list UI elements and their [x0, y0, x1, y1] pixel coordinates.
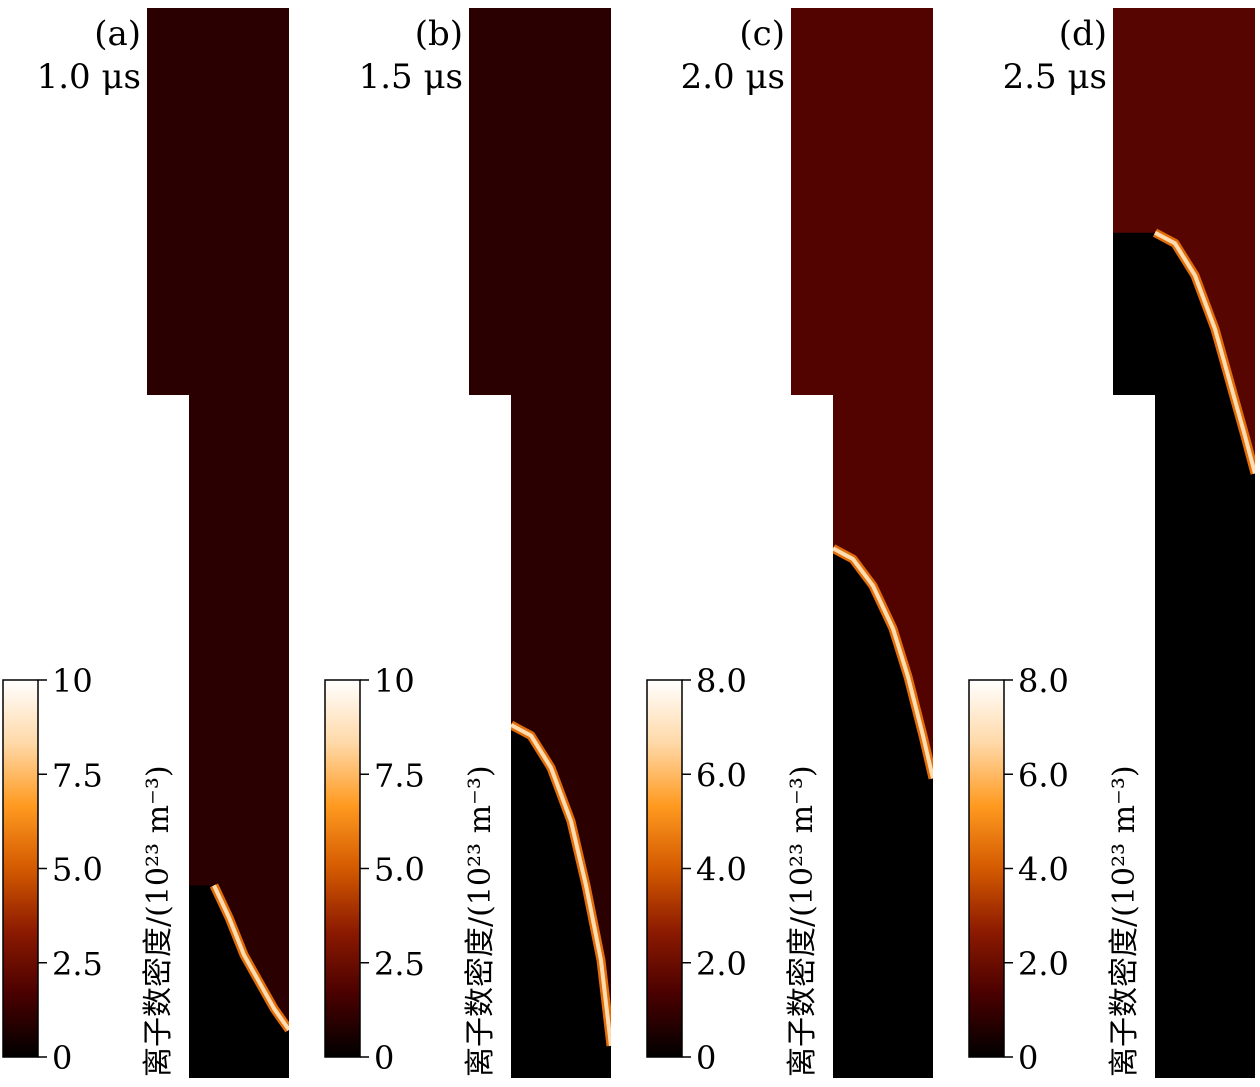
colorbar-tick-label: 6.0 — [1018, 756, 1069, 794]
panel-2: 0 2.0 4.0 6.0 8.0 离子数密度/(10²³ m⁻³) (c)2.0 μs — [646, 8, 933, 1078]
colorbar-tick-label: 5.0 — [374, 851, 425, 889]
time-label: 1.0 μs — [37, 57, 141, 97]
colorbar-tick-label: 10 — [52, 662, 93, 700]
colorbar-tick-label: 10 — [374, 662, 415, 700]
panel-3: 0 2.0 4.0 6.0 8.0 离子数密度/(10²³ m⁻³) (d)2.5 μs — [968, 8, 1255, 1078]
colorbar-tick-label: 7.5 — [52, 756, 103, 794]
panel-label: (d) — [1059, 14, 1107, 54]
colorbar-tick-label: 6.0 — [696, 756, 747, 794]
colorbar-tick-label: 0 — [696, 1039, 716, 1077]
colorbar — [968, 679, 1005, 1058]
colorbar-tick-label: 2.5 — [52, 945, 103, 983]
front-line — [832, 546, 933, 779]
depleted-region — [154, 885, 289, 1078]
time-label: 1.5 μs — [359, 57, 463, 97]
panel-label: (c) — [739, 14, 785, 54]
time-label: 2.5 μs — [1003, 57, 1107, 97]
colorbar — [646, 679, 683, 1058]
panel-1: 0 2.5 5.0 7.5 10 离子数密度/(10²³ m⁻³) (b)1.5 μs — [324, 8, 611, 1078]
colorbar-tick-label: 4.0 — [696, 851, 747, 889]
front-line — [510, 723, 611, 1047]
colorbar-tick-label: 0 — [1018, 1039, 1038, 1077]
colorbar-label: 离子数密度/(10²³ m⁻³) — [1107, 765, 1142, 1077]
colorbar-label: 离子数密度/(10²³ m⁻³) — [141, 765, 176, 1077]
colorbar-tick-label: 2.0 — [1018, 945, 1069, 983]
colorbar — [2, 679, 39, 1058]
front-line — [1154, 230, 1255, 474]
colorbar-tick-label: 0 — [52, 1039, 72, 1077]
colorbar-tick-label: 2.5 — [374, 945, 425, 983]
colorbar-tick-label: 5.0 — [52, 851, 103, 889]
front-line — [212, 884, 289, 1031]
plasma-front — [154, 883, 289, 1078]
colorbar-tick-label: 0 — [374, 1039, 394, 1077]
colorbar-tick-label: 8.0 — [696, 662, 747, 700]
colorbar-tick-label: 8.0 — [1018, 662, 1069, 700]
heatmap-background — [147, 8, 289, 1078]
colorbar-tick-label: 4.0 — [1018, 851, 1069, 889]
panel-0: 0 2.5 5.0 7.5 10 离子数密度/(10²³ m⁻³) (a)1.0 μs — [2, 8, 289, 1078]
colorbar-tick-label: 2.0 — [696, 945, 747, 983]
colorbar-label: 离子数密度/(10²³ m⁻³) — [785, 765, 820, 1077]
colorbar-tick-label: 7.5 — [374, 756, 425, 794]
heatmap-background — [469, 8, 611, 1078]
panel-label: (a) — [94, 14, 141, 54]
panel-label: (b) — [415, 14, 463, 54]
time-label: 2.0 μs — [681, 57, 785, 97]
colorbar — [324, 679, 361, 1058]
colorbar-label: 离子数密度/(10²³ m⁻³) — [463, 765, 498, 1077]
